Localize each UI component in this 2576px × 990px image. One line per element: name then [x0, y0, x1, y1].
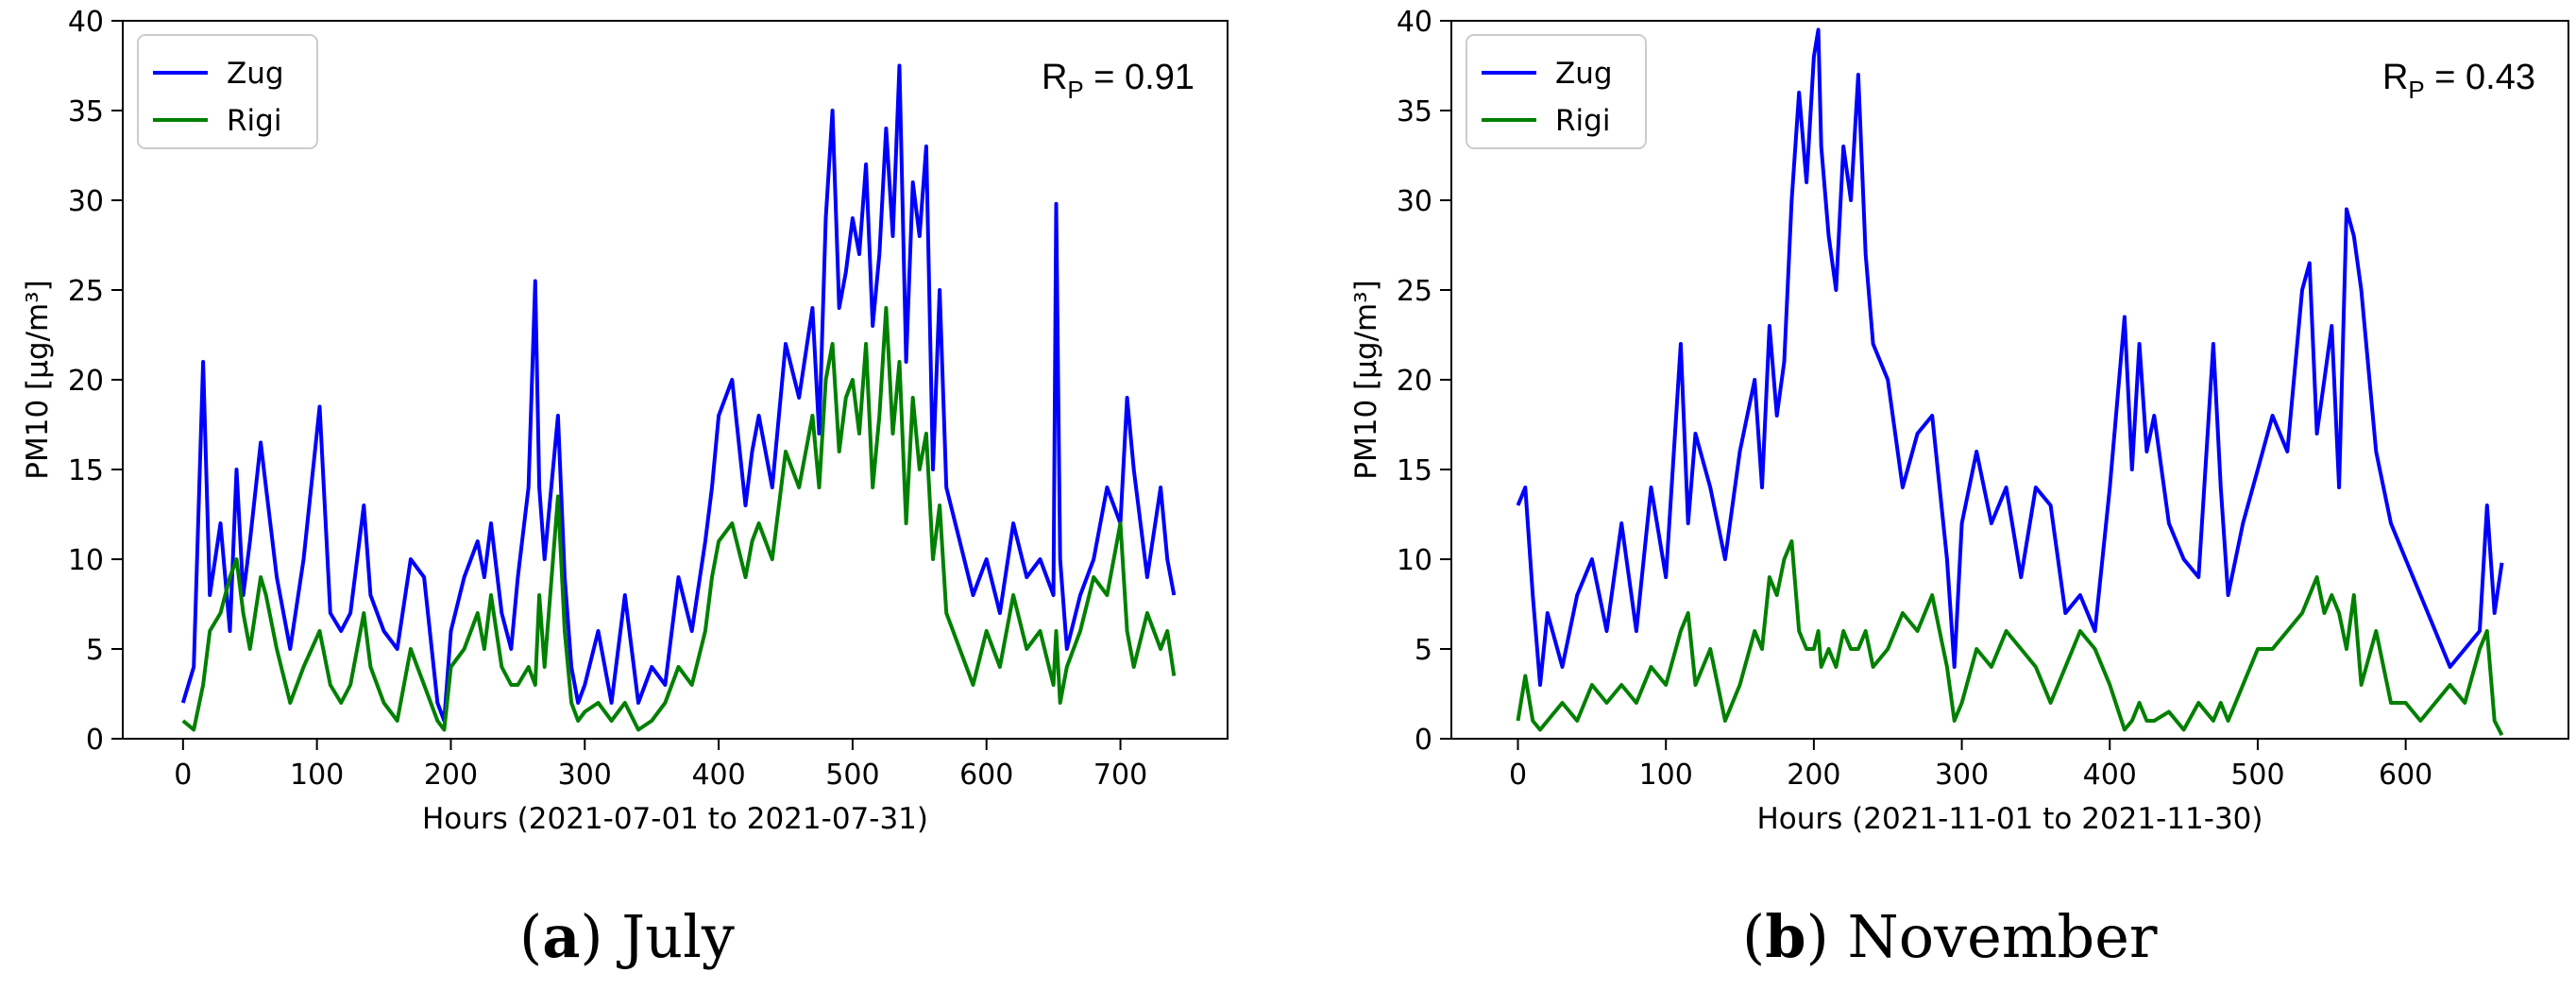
x-tick-label: 500	[825, 759, 879, 792]
x-tick-label: 600	[959, 759, 1013, 792]
y-tick-label: 5	[1415, 634, 1432, 667]
x-axis-label: Hours (2021-07-01 to 2021-07-31)	[422, 802, 928, 836]
correlation-annotation: RP = 0.91	[1042, 58, 1195, 104]
correlation-annotation: RP = 0.43	[2382, 58, 2535, 104]
series-line-zug	[180, 63, 1177, 723]
y-tick-label: 15	[1397, 454, 1432, 487]
legend: Zug Rigi	[137, 34, 318, 149]
x-tick-label: 300	[1935, 759, 1989, 792]
legend-label-rigi: Rigi	[1555, 104, 1610, 138]
y-tick-label: 25	[1397, 275, 1432, 308]
x-tick-label: 200	[424, 759, 478, 792]
caption-a: (a) July	[519, 902, 735, 971]
y-tick-label: 20	[1397, 365, 1432, 398]
y-tick-label: 40	[68, 6, 104, 39]
x-tick-label: 600	[2379, 759, 2432, 792]
plot-frame	[1450, 20, 2569, 740]
y-axis-label: PM10 [µg/m³]	[21, 280, 55, 479]
y-tick-label: 40	[1397, 6, 1432, 39]
y-tick-label: 0	[1415, 724, 1432, 757]
x-tick-label: 200	[1787, 759, 1840, 792]
x-tick-label: 100	[1639, 759, 1693, 792]
y-tick-label: 15	[68, 454, 104, 487]
chart-a: 0 100 200 300 400 500 600 700 0 5 10 15 20 25 30 35 40 Ho…	[21, 6, 1229, 836]
caption-b-text: November	[1847, 902, 2158, 971]
y-tick-label: 25	[68, 275, 104, 308]
y-tick-label: 10	[1397, 544, 1432, 577]
caption-b-label: b	[1765, 902, 1806, 971]
caption-a-text: July	[621, 902, 735, 971]
series-line-zug	[1516, 27, 2504, 687]
x-tick-label: 0	[1509, 759, 1527, 792]
x-tick-label: 300	[558, 759, 612, 792]
x-axis-label: Hours (2021-11-01 to 2021-11-30)	[1756, 802, 2262, 836]
caption-a-label: a	[542, 902, 581, 971]
chart-b: 0 100 200 300 400 500 600 0 5 10 15 20 25 30 35 40 Hours…	[1349, 6, 2569, 836]
legend-label-zug: Zug	[227, 57, 284, 91]
plot-frame	[122, 20, 1229, 740]
series-line-rigi	[1516, 539, 2504, 737]
y-axis-label: PM10 [µg/m³]	[1349, 280, 1383, 479]
y-tick-label: 5	[86, 634, 104, 667]
series-line-rigi	[181, 306, 1177, 732]
x-tick-label: 400	[691, 759, 745, 792]
y-tick-label: 20	[68, 365, 104, 398]
y-tick-label: 0	[86, 724, 104, 757]
y-tick-label: 30	[68, 185, 104, 218]
y-tick-label: 30	[1397, 185, 1432, 218]
y-tick-label: 35	[68, 95, 104, 128]
legend-label-rigi: Rigi	[227, 104, 281, 138]
x-tick-label: 700	[1093, 759, 1147, 792]
x-tick-label: 500	[2230, 759, 2284, 792]
legend-label-zug: Zug	[1555, 57, 1613, 91]
x-tick-label: 400	[2083, 759, 2137, 792]
x-tick-label: 0	[174, 759, 192, 792]
x-tick-label: 100	[290, 759, 344, 792]
y-tick-label: 10	[68, 544, 104, 577]
legend: Zug Rigi	[1466, 34, 1647, 149]
caption-b: (b) November	[1742, 902, 2158, 971]
y-tick-label: 35	[1397, 95, 1432, 128]
